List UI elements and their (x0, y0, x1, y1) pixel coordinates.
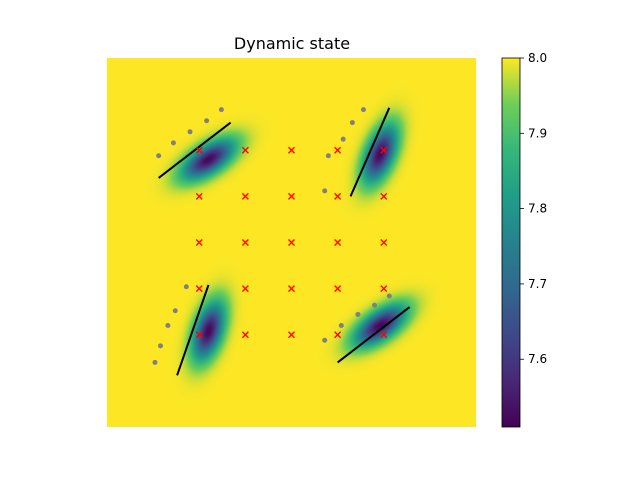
dot-lower-left-4 (183, 284, 189, 290)
x-marker (380, 285, 388, 293)
dot-lower-right-4 (386, 293, 392, 299)
colorbar-gradient (501, 57, 521, 428)
x-marker (380, 239, 388, 246)
dot-upper-left-1 (170, 140, 176, 146)
heatmap-plot-area (107, 58, 476, 427)
x-marker (334, 331, 342, 339)
bar-upper-left (158, 121, 232, 179)
colorbar-tick-label: 7.7 (528, 277, 547, 291)
dot-lower-right-3 (372, 302, 378, 308)
x-marker (195, 285, 203, 293)
dot-upper-left-4 (218, 107, 224, 113)
dot-lower-left-0 (152, 359, 158, 365)
bar-lower-left (176, 284, 210, 376)
colorbar-ticks: 7.6 7.7 7.8 7.9 8.0 (520, 51, 547, 366)
x-marker (195, 146, 203, 154)
colorbar: 7.6 7.7 7.8 7.9 8.0 (501, 51, 547, 428)
x-marker (380, 192, 388, 200)
dot-upper-left-0 (156, 153, 162, 159)
x-marker (288, 192, 295, 200)
dot-lower-right-1 (338, 323, 344, 329)
x-marker (241, 192, 249, 200)
dot-upper-left-2 (187, 129, 193, 135)
gray-dots (152, 107, 392, 365)
x-marker (241, 146, 249, 154)
dot-upper-right-1 (325, 153, 331, 159)
x-marker (241, 285, 249, 293)
x-marker (380, 331, 388, 339)
colorbar-tick-label: 7.9 (528, 126, 547, 140)
dot-lower-left-2 (165, 323, 171, 329)
colorbar-tick-label: 8.0 (528, 51, 547, 65)
x-marker (288, 146, 295, 154)
x-marker (288, 285, 295, 293)
dot-lower-right-0 (322, 337, 328, 343)
x-marker (334, 285, 342, 293)
dot-upper-left-3 (204, 118, 210, 124)
red-x-markers (195, 146, 388, 339)
dot-lower-left-3 (172, 308, 178, 314)
x-marker (334, 146, 342, 154)
colorbar-tick-label: 7.6 (528, 352, 547, 366)
x-marker (288, 331, 295, 339)
x-marker (241, 239, 249, 246)
dot-lower-right-2 (355, 311, 361, 317)
x-marker (380, 146, 388, 154)
bar-lower-right (337, 306, 411, 364)
x-marker (195, 239, 203, 246)
dot-upper-right-4 (360, 107, 366, 113)
x-marker (241, 331, 249, 339)
x-marker (195, 331, 203, 339)
dot-upper-right-0 (322, 188, 328, 194)
x-marker (288, 239, 295, 246)
chart-title: Dynamic state (234, 34, 350, 53)
colorbar-tick-label: 7.8 (528, 202, 547, 216)
dot-lower-left-1 (158, 343, 164, 349)
dot-upper-right-2 (340, 136, 346, 142)
bar-upper-right (349, 107, 391, 197)
x-marker (334, 239, 342, 246)
x-marker (334, 192, 342, 200)
x-marker (195, 192, 203, 200)
dot-upper-right-3 (349, 120, 355, 126)
bar-segments (158, 107, 411, 376)
